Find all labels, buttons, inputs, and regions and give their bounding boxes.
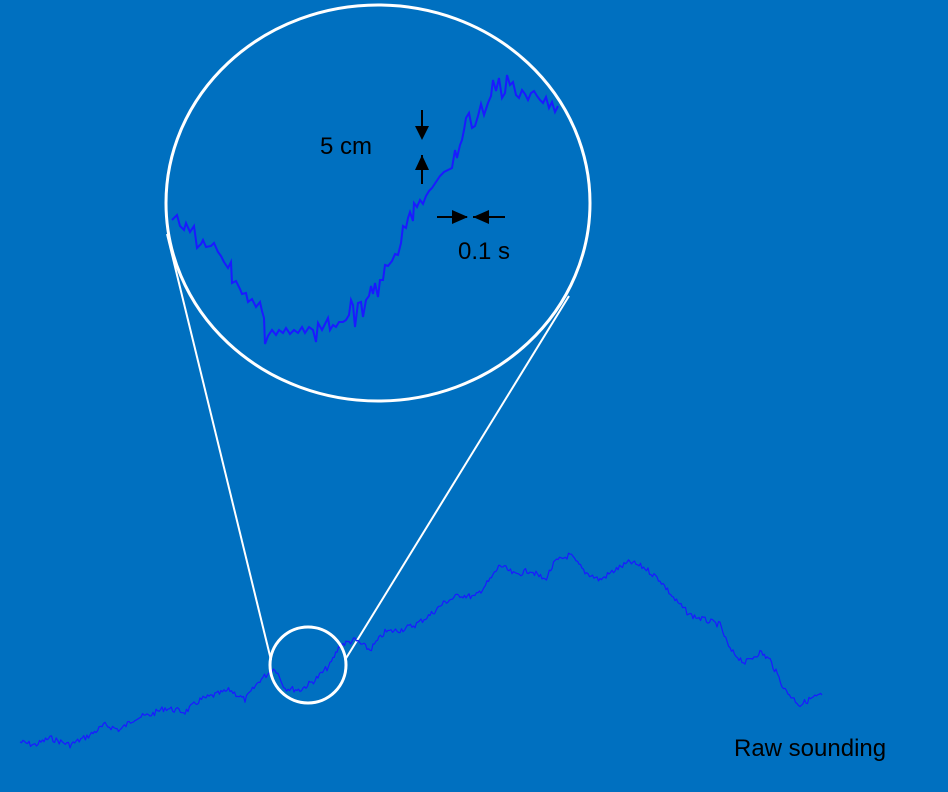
magnified-view-circle [164,3,592,403]
vertical-scale-label: 5 cm [320,133,373,160]
zoom-region-circle [268,625,348,705]
raw-sounding-trace [19,552,823,749]
raw-sounding-caption: Raw sounding [734,735,887,762]
zoom-connector-left [166,233,272,661]
horizontal-scale-marker [437,210,505,224]
magnified-sounding-trace [171,74,559,345]
horizontal-scale-label: 0.1 s [458,238,511,265]
vertical-scale-marker [415,110,429,184]
zoom-connector-right [344,295,570,661]
